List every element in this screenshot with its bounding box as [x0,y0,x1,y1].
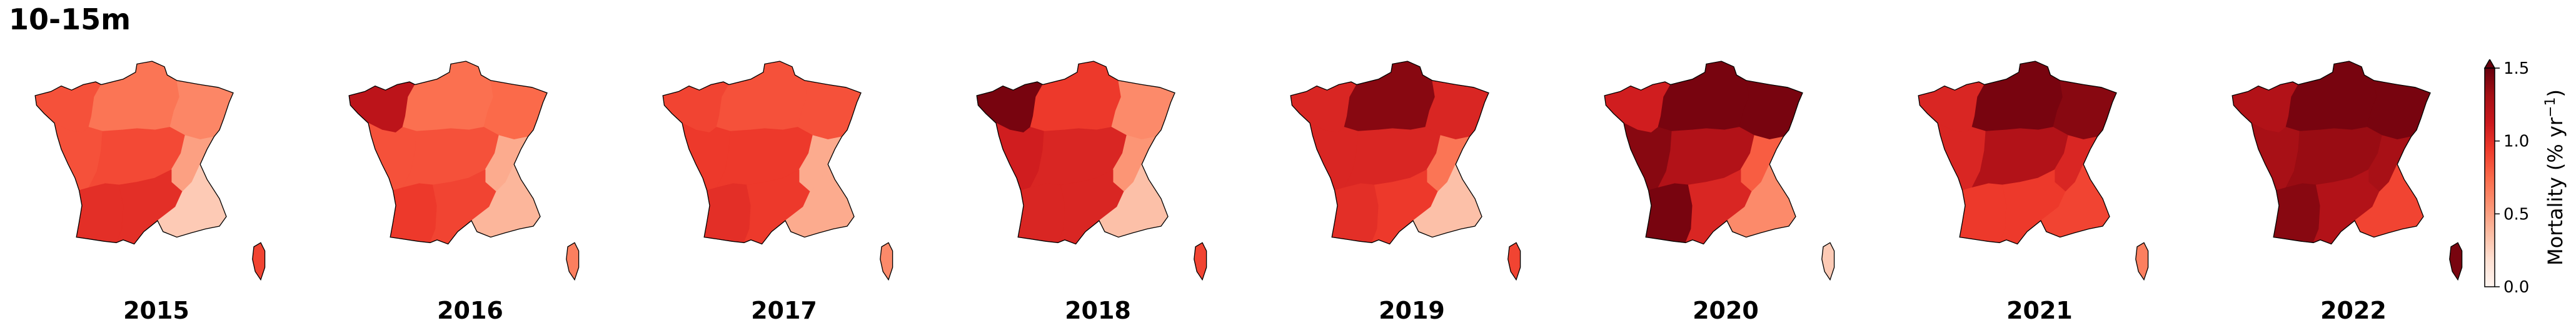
coastline-outline-2022 [2231,61,2431,245]
map-panel-2015: 2015 [6,56,319,331]
coastline-outline-2020 [1604,61,1803,245]
colorbar-tick-label: 1.0 [2503,132,2529,151]
map-panel-2017: 2017 [634,56,947,331]
colorbar-tick-label: 1.5 [2503,59,2529,78]
region-sw-2020 [1645,183,1693,243]
year-label-2022: 2022 [2320,297,2387,324]
year-label-2021: 2021 [2006,297,2073,324]
year-label-2019: 2019 [1379,297,1445,324]
map-panel-2019: 2019 [1262,56,1574,331]
figure-title: 10-15m [9,2,131,36]
year-label-2018: 2018 [1065,297,1131,324]
year-label-2015: 2015 [123,297,189,324]
year-label-2016: 2016 [437,297,503,324]
corsica-outline-2020 [1821,242,1835,281]
year-label-2017: 2017 [751,297,817,324]
colorbar-ticks: 0.0 0.5 1.0 1.5 [2495,59,2529,297]
france-map-2021 [1918,61,2149,281]
coastline-outline-2015 [34,61,234,245]
map-panel-2021: 2021 [1889,56,2202,331]
colorbar-extend-arrow [2483,59,2496,69]
coastline-outline-2021 [1918,61,2117,245]
coastline-outline-2016 [348,61,548,245]
region-sw-2018 [1017,183,1065,243]
corsica-outline-2019 [1507,242,1521,281]
corsica-outline-2022 [2449,242,2463,281]
colorbar-label: Mortality (% yr−1) [2543,89,2568,266]
coastline-outline-2018 [976,61,1175,245]
map-panel-2016: 2016 [320,56,633,331]
coastline-outline-2019 [1290,61,1489,245]
map-panel-2022: 2022 [2203,56,2516,331]
corsica-outline-2015 [252,242,266,281]
region-sw-2022 [2273,183,2321,243]
region-sw-2016 [390,183,438,243]
colorbar-gradient [2484,67,2495,287]
colorbar-tick-label: 0.0 [2503,278,2529,297]
france-map-2018 [976,61,1207,281]
france-map-2017 [662,61,893,281]
map-panel-2020: 2020 [1576,56,1888,331]
region-sw-2015 [76,183,124,243]
france-map-2020 [1604,61,1835,281]
france-map-2019 [1290,61,1521,281]
region-sw-2021 [1959,183,2007,243]
coastline-outline-2017 [662,61,862,245]
year-label-2020: 2020 [1693,297,1759,324]
map-panel-2018: 2018 [948,56,1260,331]
france-map-2015 [34,61,266,281]
france-map-2016 [348,61,580,281]
colorbar: 0.0 0.5 1.0 1.5 Mortality (% yr−1) [2483,59,2568,297]
corsica-outline-2021 [2135,242,2149,281]
corsica-outline-2018 [1194,242,1207,281]
region-sw-2017 [703,183,752,243]
corsica-outline-2017 [880,242,893,281]
france-map-2022 [2231,61,2463,281]
colorbar-tick-label: 0.5 [2503,205,2529,224]
corsica-outline-2016 [566,242,580,281]
region-sw-2019 [1331,183,1379,243]
